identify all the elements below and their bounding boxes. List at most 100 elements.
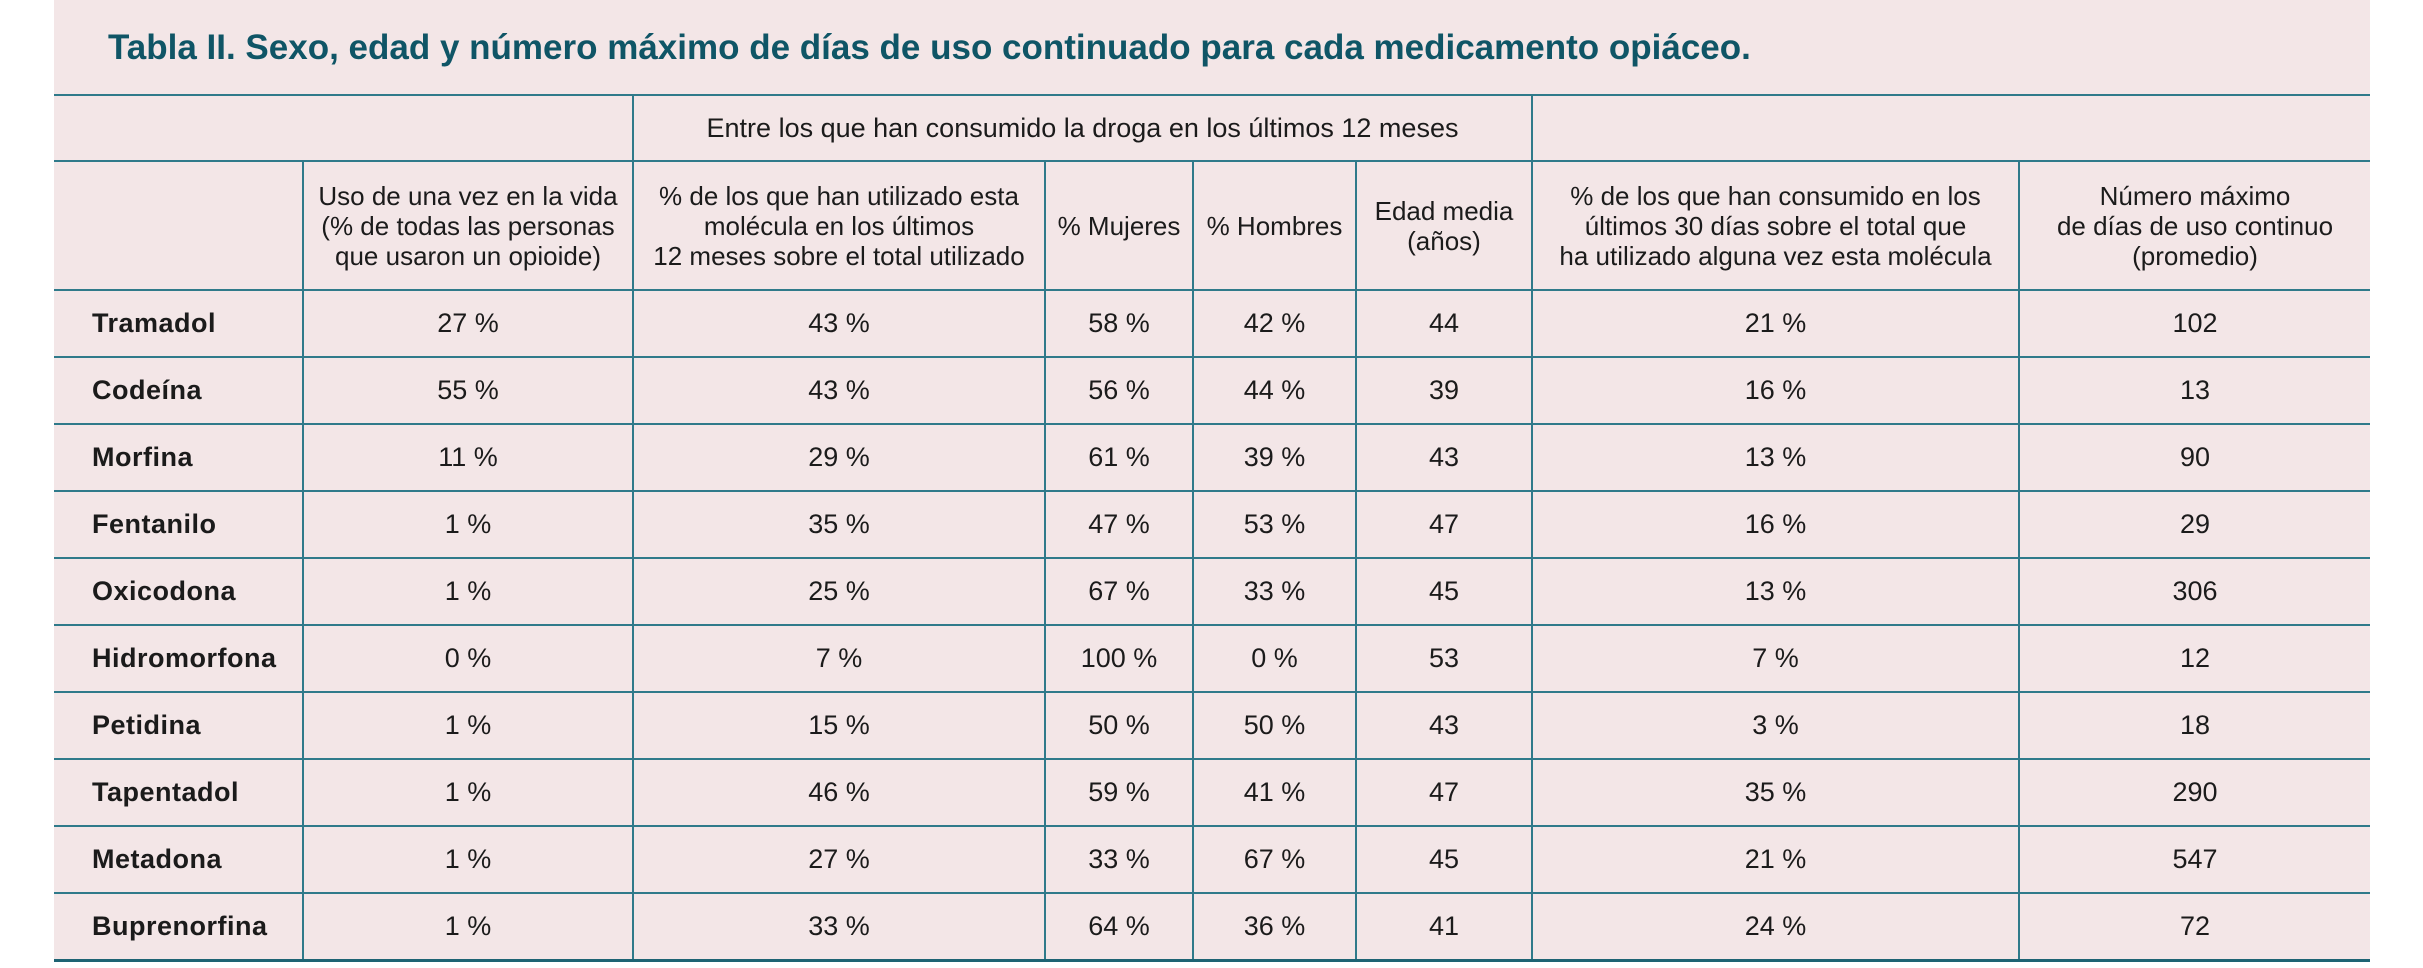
- table-row: Morfina 11 % 29 % 61 % 39 % 43 13 % 90: [54, 423, 2370, 492]
- group-header-empty: [54, 94, 634, 162]
- table-row: Tapentadol 1 % 46 % 59 % 41 % 47 35 % 290: [54, 758, 2370, 827]
- group-header-row: Entre los que han consumido la droga en …: [54, 94, 2370, 162]
- table-row: Petidina 1 % 15 % 50 % 50 % 43 3 % 18: [54, 691, 2370, 760]
- table-row: Codeína 55 % 43 % 56 % 44 % 39 16 % 13: [54, 356, 2370, 425]
- table-cell: 36 %: [1192, 892, 1357, 962]
- row-label: Buprenorfina: [54, 892, 304, 962]
- table-cell: 45: [1355, 825, 1533, 894]
- table-row: Buprenorfina 1 % 33 % 64 % 36 % 41 24 % 72: [54, 892, 2370, 962]
- column-header-women: % Mujeres: [1044, 160, 1194, 291]
- row-label: Codeína: [54, 356, 304, 425]
- column-header-lifetime-use: Uso de una vez en la vida (% de todas la…: [302, 160, 634, 291]
- table-cell: 24 %: [1531, 892, 2020, 962]
- table-cell: 35 %: [1531, 758, 2020, 827]
- table-cell: 7 %: [1531, 624, 2020, 693]
- table-cell: 25 %: [632, 557, 1046, 626]
- table-cell: 50 %: [1192, 691, 1357, 760]
- row-label: Tramadol: [54, 289, 304, 358]
- table-cell: 13: [2018, 356, 2370, 425]
- table-cell: 67 %: [1044, 557, 1194, 626]
- table-cell: 47 %: [1044, 490, 1194, 559]
- table-cell: 1 %: [302, 691, 634, 760]
- table-cell: 59 %: [1044, 758, 1194, 827]
- table-cell: 12: [2018, 624, 2370, 693]
- row-label: Oxicodona: [54, 557, 304, 626]
- row-label: Fentanilo: [54, 490, 304, 559]
- table-cell: 64 %: [1044, 892, 1194, 962]
- table-cell: 43 %: [632, 356, 1046, 425]
- row-label: Petidina: [54, 691, 304, 760]
- column-header-drug: [54, 160, 304, 291]
- table-cell: 29: [2018, 490, 2370, 559]
- table-cell: 45: [1355, 557, 1533, 626]
- table-cell: 290: [2018, 758, 2370, 827]
- row-label: Morfina: [54, 423, 304, 492]
- table-cell: 16 %: [1531, 490, 2020, 559]
- row-label: Tapentadol: [54, 758, 304, 827]
- table-cell: 53 %: [1192, 490, 1357, 559]
- table-cell: 33 %: [632, 892, 1046, 962]
- table-cell: 47: [1355, 758, 1533, 827]
- table-cell: 72: [2018, 892, 2370, 962]
- table-cell: 42 %: [1192, 289, 1357, 358]
- table-title: Tabla II. Sexo, edad y número máximo de …: [108, 28, 1751, 67]
- column-header-mean-age: Edad media (años): [1355, 160, 1533, 291]
- table-cell: 44 %: [1192, 356, 1357, 425]
- table-cell: 39 %: [1192, 423, 1357, 492]
- table-cell: 0 %: [1192, 624, 1357, 693]
- table-cell: 29 %: [632, 423, 1046, 492]
- table-cell: 43: [1355, 691, 1533, 760]
- table-cell: 16 %: [1531, 356, 2020, 425]
- table-cell: 27 %: [632, 825, 1046, 894]
- table-cell: 33 %: [1044, 825, 1194, 894]
- table-cell: 11 %: [302, 423, 634, 492]
- table-cell: 67 %: [1192, 825, 1357, 894]
- table-cell: 1 %: [302, 892, 634, 962]
- table-cell: 1 %: [302, 490, 634, 559]
- table-cell: 21 %: [1531, 825, 2020, 894]
- table-cell: 41: [1355, 892, 1533, 962]
- table-cell: 58 %: [1044, 289, 1194, 358]
- table-cell: 55 %: [302, 356, 634, 425]
- table-cell: 43: [1355, 423, 1533, 492]
- table-cell: 27 %: [302, 289, 634, 358]
- table-cell: 43 %: [632, 289, 1046, 358]
- table-cell: 1 %: [302, 557, 634, 626]
- table-row: Metadona 1 % 27 % 33 % 67 % 45 21 % 547: [54, 825, 2370, 894]
- column-header-max-days: Número máximo de días de uso continuo (p…: [2018, 160, 2370, 291]
- column-header-men: % Hombres: [1192, 160, 1357, 291]
- table-cell: 7 %: [632, 624, 1046, 693]
- column-header-last-12-months: % de los que han utilizado esta molécula…: [632, 160, 1046, 291]
- table-cell: 53: [1355, 624, 1533, 693]
- table-row: Fentanilo 1 % 35 % 47 % 53 % 47 16 % 29: [54, 490, 2370, 559]
- table-cell: 1 %: [302, 758, 634, 827]
- table-cell: 46 %: [632, 758, 1046, 827]
- table-body: Tramadol 27 % 43 % 58 % 42 % 44 21 % 102 Codeína…: [54, 289, 2370, 962]
- opioid-table: Entre los que han consumido la droga en …: [54, 94, 2370, 962]
- table-cell: 13 %: [1531, 557, 2020, 626]
- table-cell: 90: [2018, 423, 2370, 492]
- table-cell: 13 %: [1531, 423, 2020, 492]
- row-label: Metadona: [54, 825, 304, 894]
- column-header-last-30-days: % de los que han consumido en los último…: [1531, 160, 2020, 291]
- table-cell: 21 %: [1531, 289, 2020, 358]
- table-cell: 61 %: [1044, 423, 1194, 492]
- table-cell: 35 %: [632, 490, 1046, 559]
- table-cell: 56 %: [1044, 356, 1194, 425]
- group-header-last-12-months: Entre los que han consumido la droga en …: [632, 94, 1533, 162]
- row-label: Hidromorfona: [54, 624, 304, 693]
- table-cell: 1 %: [302, 825, 634, 894]
- table-cell: 547: [2018, 825, 2370, 894]
- table-cell: 100 %: [1044, 624, 1194, 693]
- table-cell: 44: [1355, 289, 1533, 358]
- table-row: Tramadol 27 % 43 % 58 % 42 % 44 21 % 102: [54, 289, 2370, 358]
- table-cell: 102: [2018, 289, 2370, 358]
- table-row: Hidromorfona 0 % 7 % 100 % 0 % 53 7 % 12: [54, 624, 2370, 693]
- table-cell: 41 %: [1192, 758, 1357, 827]
- table-cell: 47: [1355, 490, 1533, 559]
- table-cell: 15 %: [632, 691, 1046, 760]
- table-cell: 50 %: [1044, 691, 1194, 760]
- table-cell: 33 %: [1192, 557, 1357, 626]
- table-cell: 3 %: [1531, 691, 2020, 760]
- column-header-row: Uso de una vez en la vida (% de todas la…: [54, 160, 2370, 291]
